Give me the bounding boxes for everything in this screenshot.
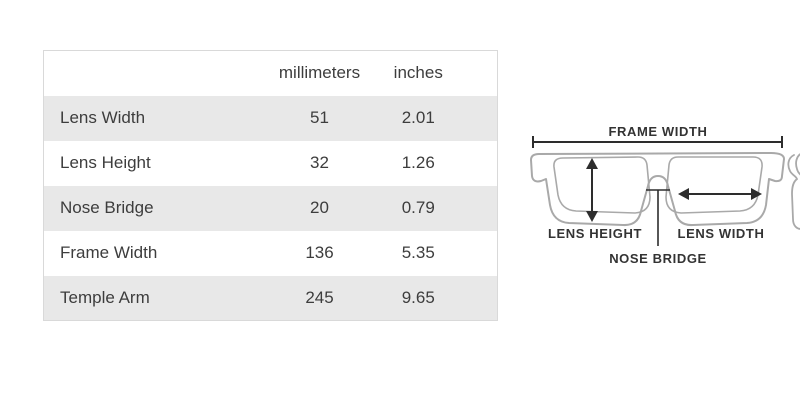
table-row-temple-arm: Temple Arm 245 9.65 (43, 275, 498, 321)
row-inch-value: 0.79 (401, 198, 435, 217)
row-mm-value: 20 (310, 198, 329, 217)
lens-width-arrow (678, 188, 762, 200)
frame-width-label: FRAME WIDTH (608, 124, 707, 139)
row-label: Nose Bridge (60, 198, 154, 217)
row-label: Temple Arm (60, 287, 150, 307)
nose-bridge-pointer (646, 189, 670, 246)
nose-bridge-label: NOSE BRIDGE (609, 251, 707, 266)
table-body: Lens Width 51 2.01 Lens Height 32 1.26 N… (43, 95, 498, 321)
partial-glasses-edge-shape (787, 153, 800, 230)
row-label: Lens Height (60, 153, 151, 172)
row-mm-value: 51 (310, 108, 329, 127)
table-row-lens-width: Lens Width 51 2.01 (43, 95, 498, 141)
table-header: millimeters inches (44, 51, 498, 96)
row-inch-value: 9.65 (401, 287, 435, 307)
measurements-table: millimeters inches Lens Width 51 2.01 Le… (43, 50, 498, 321)
row-inch-value: 1.26 (401, 153, 435, 172)
row-mm-value: 32 (310, 153, 329, 172)
measurements-table-container: millimeters inches Lens Width 51 2.01 Le… (43, 50, 498, 321)
table-row-lens-height: Lens Height 32 1.26 (43, 140, 498, 186)
lens-height-label: LENS HEIGHT (548, 226, 642, 241)
header-empty-cell (44, 51, 256, 96)
glasses-diagram-icon: FRAME WIDTH (530, 124, 800, 266)
glasses-front-outline (530, 152, 785, 227)
table-row-nose-bridge: Nose Bridge 20 0.79 (43, 185, 498, 231)
header-inches: inches (393, 63, 443, 83)
lens-height-arrow (586, 158, 598, 222)
frame-width-dimension-arrow (532, 136, 783, 148)
lens-width-label: LENS WIDTH (678, 226, 765, 241)
header-millimeters: millimeters (278, 63, 361, 83)
row-label: Lens Width (60, 108, 146, 127)
table-header-row: millimeters inches (44, 51, 498, 96)
row-mm-value: 245 (305, 287, 334, 307)
row-inch-value: 2.01 (401, 108, 435, 127)
glasses-measurement-diagram: FRAME WIDTH (500, 105, 800, 285)
table-row-frame-width: Frame Width 136 5.35 (43, 230, 498, 276)
row-label: Frame Width (60, 243, 158, 262)
row-inch-value: 5.35 (401, 243, 435, 262)
row-mm-value: 136 (305, 243, 334, 262)
